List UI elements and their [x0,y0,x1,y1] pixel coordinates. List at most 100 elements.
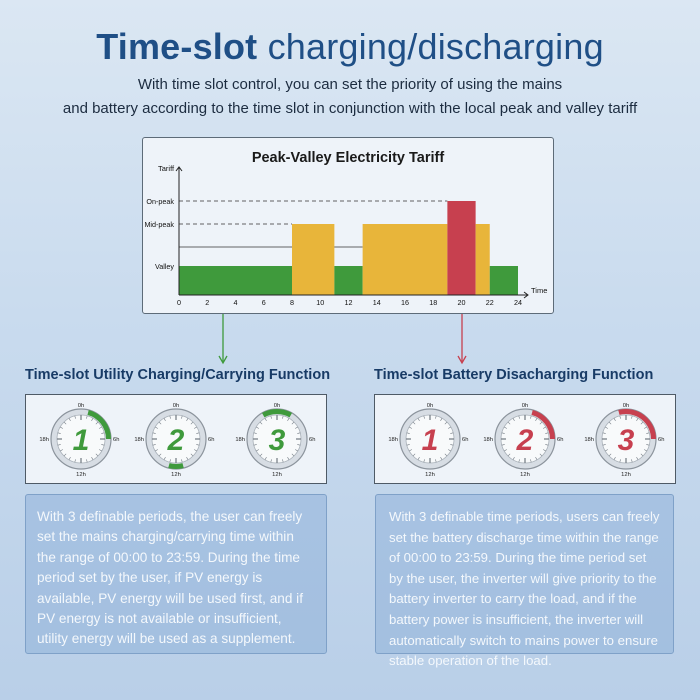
clock-tick [169,459,171,463]
clock-tick [602,432,606,434]
x-tick-label-5: 10 [316,298,324,307]
clock-tick [152,432,156,434]
clock-tick [256,426,259,429]
clock-label-top: 0h [623,403,629,409]
clock-tick [264,418,267,421]
clock-tick [501,432,505,434]
clock-tick [444,453,448,457]
clock-label-bottom: 12h [171,472,181,478]
clock-tick [406,444,410,446]
clock-tick [194,449,197,452]
clock-tick [74,459,76,463]
clock-tick [190,453,194,457]
clock-tick [539,421,543,425]
clock-tick [169,415,171,419]
clock-tick [640,421,644,425]
clock-label-left: 18h [483,437,493,443]
battery-clocks: 1 0h 12h 6h 18h 2 0h 12h 6h 18h 3 0h 12h 6h 18h [388,403,664,478]
clock-tick [504,426,507,429]
clock-tick [646,444,650,446]
clock-tick [270,459,272,463]
clock-label-right: 6h [557,437,563,443]
clock-3: 3 0h 12h 6h 18h [584,403,664,478]
clock-tick [259,421,263,425]
clock-tick [619,415,621,419]
tariff-bar-3 [362,224,448,295]
clock-active-arc [531,410,555,440]
clock-3: 3 0h 12h 6h 18h [235,403,315,478]
clock-tick [504,449,507,452]
clock-tick [605,426,608,429]
clock-tick [543,449,546,452]
clock-tick [253,444,257,446]
clock-tick [86,415,88,419]
chart-title: Peak-Valley Electricity Tariff [252,150,445,166]
clock-tick [448,449,451,452]
clock-tick [518,459,520,463]
clock-tick [444,421,448,425]
clock-2: 2 0h 12h 6h 18h [134,403,214,478]
y-axis-arrow [175,166,183,172]
clock-label-left: 18h [235,437,245,443]
clock-label-right: 6h [309,437,315,443]
clock-label-bottom: 12h [76,472,86,478]
x-tick-label-2: 4 [234,298,238,307]
clock-tick [60,426,63,429]
clock-tick [435,415,437,419]
clock-tick [412,421,416,425]
clock-label-top: 0h [173,403,179,409]
clock-label-right: 6h [658,437,664,443]
title-bold: Time-slot [96,26,258,67]
clock-tick [423,415,425,419]
tariff-bar-1 [292,224,335,295]
clock-number: 3 [618,424,635,457]
x-tick-label-11: 22 [486,298,494,307]
clock-label-bottom: 12h [621,472,631,478]
clock-tick [91,457,94,460]
clock-tick [259,453,263,457]
clock-number: 1 [422,424,439,457]
clock-tick [545,432,549,434]
clock-label-top: 0h [522,403,528,409]
clock-tick [181,459,183,463]
clock-tick [68,418,71,421]
clock-tick [295,426,298,429]
clock-tick [186,457,189,460]
clock-1: 1 0h 12h 6h 18h [39,403,119,478]
utility-description-box: With 3 definable periods, the user can f… [25,494,327,654]
clock-tick [636,418,639,421]
clock-active-arc [618,409,656,440]
clock-tick [448,426,451,429]
red-pointer-line [457,314,467,365]
clock-tick [101,432,105,434]
clock-tick [297,432,301,434]
clock-tick [282,415,284,419]
clock-tick [287,418,290,421]
clock-tick [423,459,425,463]
clock-tick [63,421,67,425]
clock-2: 2 0h 12h 6h 18h [483,403,563,478]
clock-tick [86,459,88,463]
clock-tick [282,459,284,463]
clock-tick [194,426,197,429]
clock-tick [440,418,443,421]
x-tick-label-0: 0 [177,298,181,307]
clock-tick [406,432,410,434]
clock-tick [95,453,99,457]
clock-tick [501,444,505,446]
y-level-label-2: On-peak [146,197,174,206]
tariff-bar-2 [334,266,363,295]
clock-tick [545,444,549,446]
clock-tick [253,432,257,434]
clock-tick [74,415,76,419]
clock-tick [535,457,538,460]
clock-tick [539,453,543,457]
clock-tick [530,459,532,463]
clock-tick [507,453,511,457]
tariff-bar-0 [179,266,292,295]
tariff-bar-5 [475,224,490,295]
clock-tick [95,421,99,425]
clock-tick [99,449,102,452]
battery-clock-box: 1 0h 12h 6h 18h 2 0h 12h 6h 18h 3 0h 12h 6h 18h [374,394,676,484]
clock-label-top: 0h [427,403,433,409]
